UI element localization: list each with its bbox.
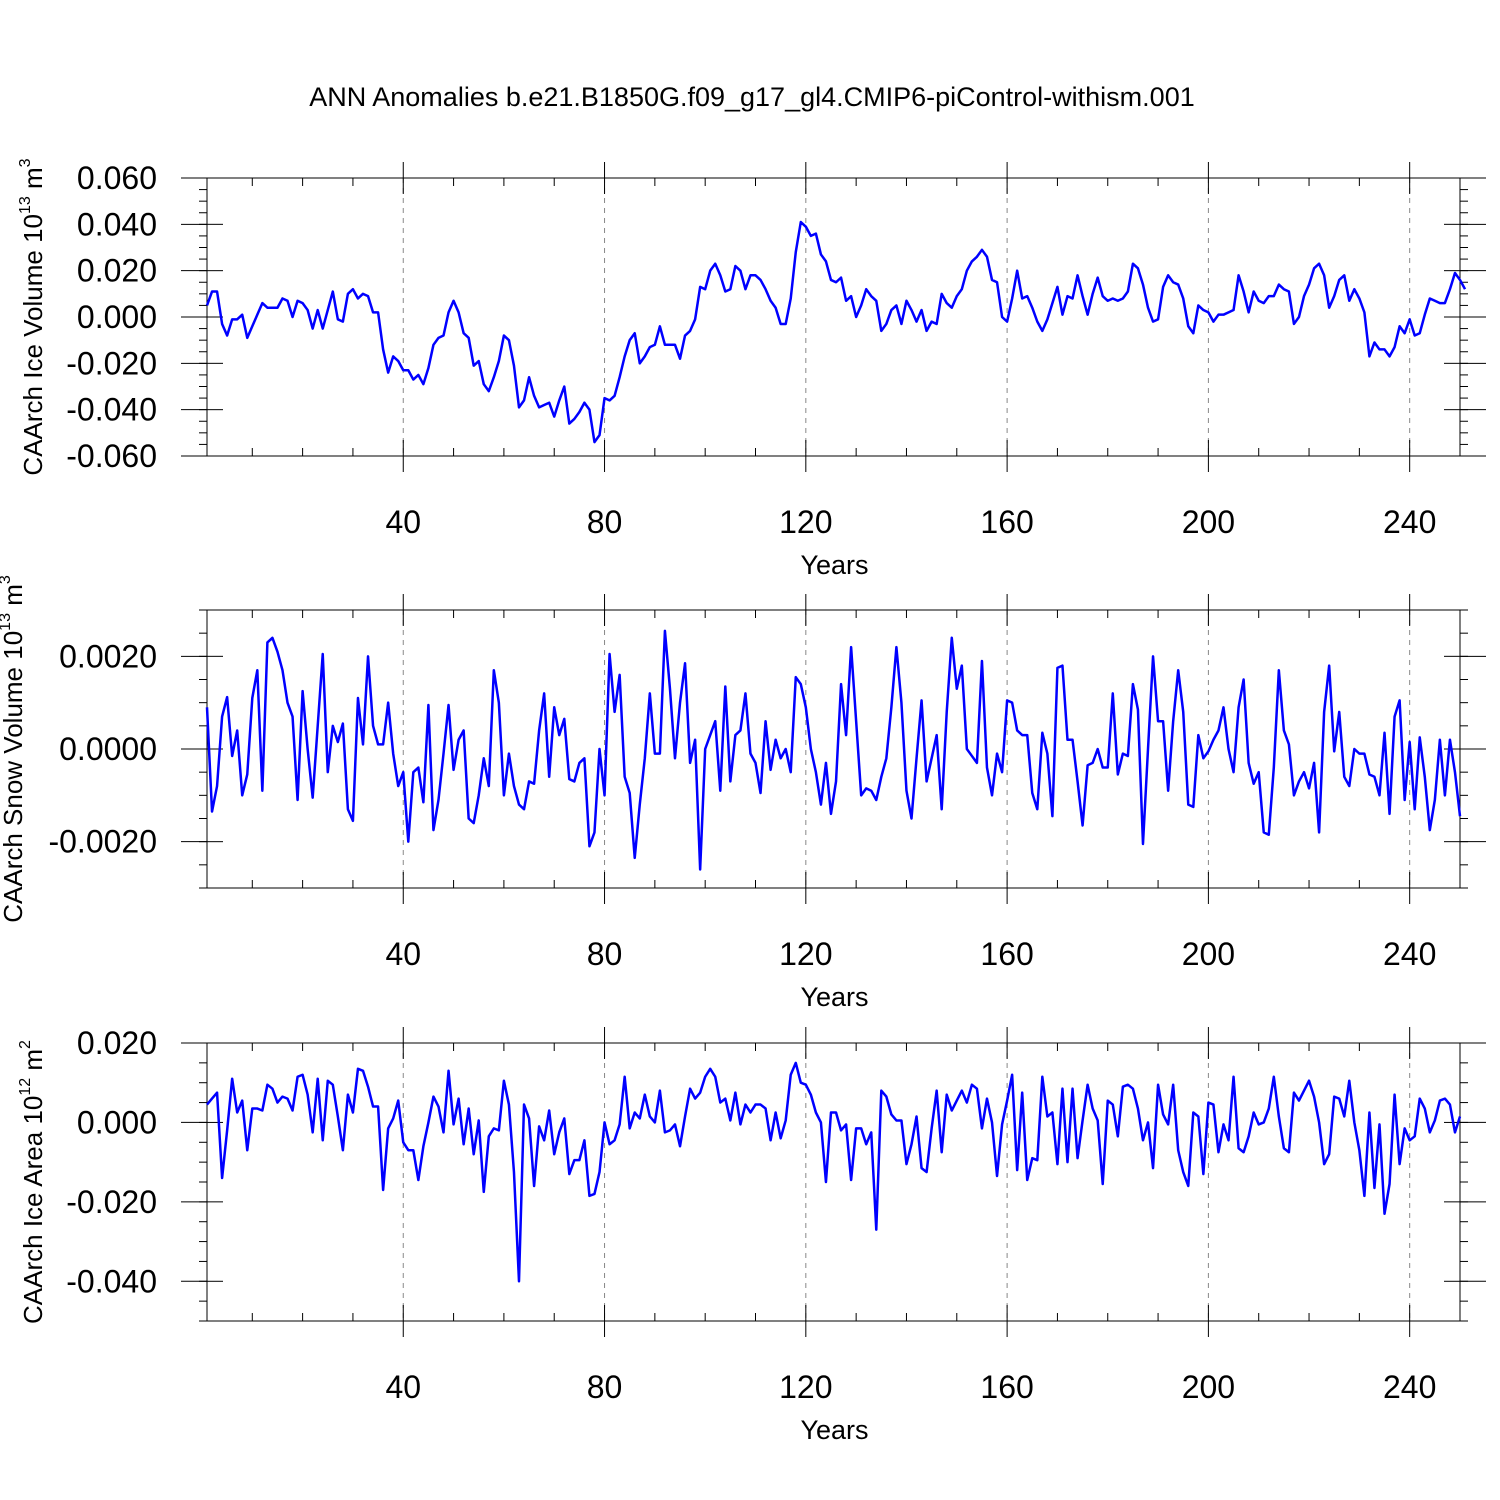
x-tick-label: 160 — [980, 504, 1033, 540]
y-axis-label-ylabel: CAArch Snow Volume 10 — [0, 631, 28, 923]
series-line-1 — [205, 220, 1467, 444]
x-tick-label: 40 — [385, 1369, 421, 1405]
y-axis-label-ylabel-exp: 13 — [17, 196, 34, 214]
y-axis-label-ylabel-unit-exp: 3 — [0, 575, 14, 584]
y-tick-label: 0.020 — [77, 1025, 157, 1061]
y-axis-label: CAArch Ice Volume 1013 m3 — [17, 158, 48, 475]
x-tick-label: 120 — [779, 936, 832, 972]
y-tick-label: 0.060 — [77, 160, 157, 196]
x-tick-label: 200 — [1182, 1369, 1235, 1405]
x-tick-label: 40 — [385, 504, 421, 540]
plot-frame — [206, 1042, 1461, 1322]
y-axis-label-ylabel-unit: m — [18, 1049, 48, 1078]
x-tick-label: 160 — [980, 936, 1033, 972]
plot-frame — [206, 177, 1461, 457]
y-axis-label: CAArch Ice Area 1012 m2 — [17, 1040, 48, 1324]
x-axis-label: Years — [800, 1415, 868, 1445]
y-tick-label: 0.000 — [77, 299, 157, 335]
x-tick-label: 200 — [1182, 504, 1235, 540]
y-axis-label-ylabel-unit: m — [0, 584, 28, 613]
x-tick-label: 240 — [1383, 936, 1436, 972]
chart-title: ANN Anomalies b.e21.B1850G.f09_g17_gl4.C… — [309, 82, 1194, 112]
x-tick-label: 240 — [1383, 1369, 1436, 1405]
x-tick-label: 80 — [587, 504, 623, 540]
y-tick-label: -0.060 — [66, 438, 157, 474]
y-tick-label: 0.040 — [77, 206, 157, 242]
y-tick-label: 0.0020 — [59, 638, 157, 674]
x-axis-label: Years — [800, 982, 868, 1012]
y-tick-label: -0.020 — [66, 345, 157, 381]
x-tick-label: 200 — [1182, 936, 1235, 972]
plot-frame — [206, 609, 1461, 889]
y-tick-label: 0.020 — [77, 253, 157, 289]
x-tick-label: 120 — [779, 1369, 832, 1405]
y-tick-label: -0.0020 — [48, 824, 157, 860]
x-axis-label: Years — [800, 550, 868, 580]
x-tick-label: 80 — [587, 936, 623, 972]
series-line-3 — [206, 1061, 1462, 1283]
y-axis-label-ylabel: CAArch Ice Area 10 — [18, 1096, 48, 1324]
x-tick-label: 240 — [1383, 504, 1436, 540]
y-tick-label: -0.040 — [66, 1263, 157, 1299]
y-tick-label: -0.040 — [66, 392, 157, 428]
panel-3: 40 80 120 160 200 240 -0.040 -0.020 0.000 0.020 Ye… — [17, 1025, 1486, 1445]
y-axis-label: CAArch Snow Volume 1013 m3 — [0, 575, 28, 923]
panel-2: 40 80 120 160 200 240 -0.0020 0.0000 0.0020 Years… — [0, 575, 1486, 1012]
panel-1: 40 80 120 160 200 240 -0.060 -0.040 -0.020 0.000 0… — [17, 158, 1486, 580]
series-line-2 — [205, 629, 1462, 871]
x-tick-label: 120 — [779, 504, 832, 540]
y-axis-label-ylabel-unit: m — [18, 167, 48, 196]
x-tick-label: 160 — [980, 1369, 1033, 1405]
y-axis-label-ylabel: CAArch Ice Volume 10 — [18, 214, 48, 476]
y-tick-label: -0.020 — [66, 1184, 157, 1220]
y-axis-label-ylabel-exp: 13 — [0, 613, 14, 631]
y-tick-label: 0.000 — [77, 1104, 157, 1140]
x-tick-label: 40 — [385, 936, 421, 972]
x-tick-label: 80 — [587, 1369, 623, 1405]
y-axis-label-ylabel-unit-exp: 3 — [17, 158, 34, 167]
y-tick-label: 0.0000 — [59, 731, 157, 767]
y-axis-label-ylabel-unit-exp: 2 — [17, 1040, 34, 1049]
y-axis-label-ylabel-exp: 12 — [17, 1078, 34, 1096]
